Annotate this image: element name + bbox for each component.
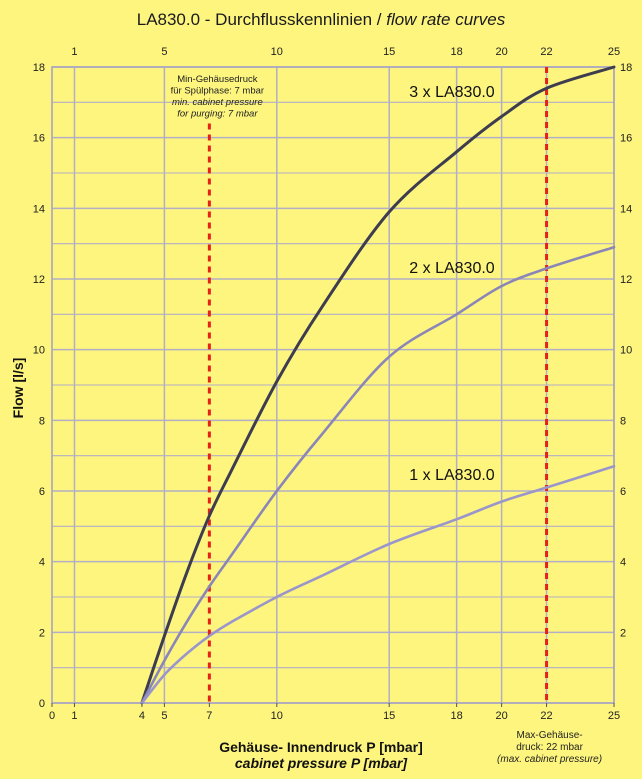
y-right-tick-label: 2	[620, 627, 626, 639]
x-top-tick-label: 5	[161, 46, 167, 58]
series: 3 x LA830.0 2 x LA830.0 1 x LA830.0	[140, 65, 616, 705]
chart-title: LA830.0 - Durchflusskennlinien / flow ra…	[137, 10, 506, 29]
series-label: 2 x LA830.0	[409, 260, 495, 277]
x-tick-label: 25	[608, 710, 620, 722]
series-line	[140, 245, 616, 705]
marker-lines	[207, 67, 549, 703]
x-tick-label: 0	[49, 710, 55, 722]
y-tick-label: 12	[33, 274, 45, 286]
x-top-tick-label: 18	[451, 46, 463, 58]
y-tick-label: 18	[33, 62, 45, 74]
min-pressure-note: Min-Gehäusedruck	[177, 74, 258, 85]
series-line	[140, 465, 616, 705]
y-tick-label: 6	[39, 486, 45, 498]
y-tick-label: 8	[39, 415, 45, 427]
x-tick-label: 1	[71, 710, 77, 722]
x-tick-label: 7	[206, 710, 212, 722]
y-axis-label: Flow [l/s]	[10, 358, 26, 419]
series-label: 1 x LA830.0	[409, 467, 495, 484]
x-top-tick-label: 25	[608, 46, 620, 58]
y-tick-label: 2	[39, 627, 45, 639]
x-axis-label-en: cabinet pressure P [mbar]	[235, 755, 409, 771]
y-right-tick-label: 16	[620, 133, 632, 145]
max-pressure-note: (max. cabinet pressure)	[497, 754, 602, 765]
y-tick-label: 14	[33, 203, 45, 215]
grid	[51, 66, 615, 704]
y-right-tick-label: 14	[620, 203, 632, 215]
y-tick-label: 4	[39, 557, 45, 569]
x-top-tick-label: 1	[71, 46, 77, 58]
x-tick-label: 15	[383, 710, 395, 722]
y-right-tick-label: 6	[620, 486, 626, 498]
y-right-tick-label: 4	[620, 557, 626, 569]
x-top-tick-label: 22	[540, 46, 552, 58]
y-right-tick-label: 8	[620, 415, 626, 427]
x-top-tick-label: 15	[383, 46, 395, 58]
y-tick-label: 16	[33, 133, 45, 145]
series-line	[140, 65, 616, 705]
min-pressure-note: min. cabinet pressure	[172, 97, 263, 108]
plot-frame	[51, 66, 615, 704]
min-pressure-note: for purging: 7 mbar	[177, 109, 258, 120]
x-tick-label: 10	[271, 710, 283, 722]
x-tick-label: 20	[495, 710, 507, 722]
y-right-tick-label: 12	[620, 274, 632, 286]
x-top-tick-label: 20	[495, 46, 507, 58]
max-pressure-note: Max-Gehäuse-	[516, 730, 582, 741]
x-tick-label: 5	[161, 710, 167, 722]
y-right-tick-label: 18	[620, 62, 632, 74]
min-pressure-note: für Spülphase: 7 mbar	[171, 86, 264, 97]
x-axis-label-de: Gehäuse- Innendruck P [mbar]	[219, 739, 423, 755]
y-right-tick-label: 10	[620, 345, 632, 357]
series-label: 3 x LA830.0	[409, 84, 495, 101]
y-tick-label: 0	[39, 698, 45, 710]
max-pressure-note: druck: 22 mbar	[516, 742, 583, 753]
x-top-tick-label: 10	[271, 46, 283, 58]
x-tick-label: 22	[540, 710, 552, 722]
y-tick-label: 10	[33, 345, 45, 357]
tick-labels: 0 1 4 5 7 10 15 18 20 22 251 5 10 15 18 20 22 25024681012…	[33, 46, 633, 722]
x-tick-label: 18	[451, 710, 463, 722]
x-tick-label: 4	[139, 710, 145, 722]
